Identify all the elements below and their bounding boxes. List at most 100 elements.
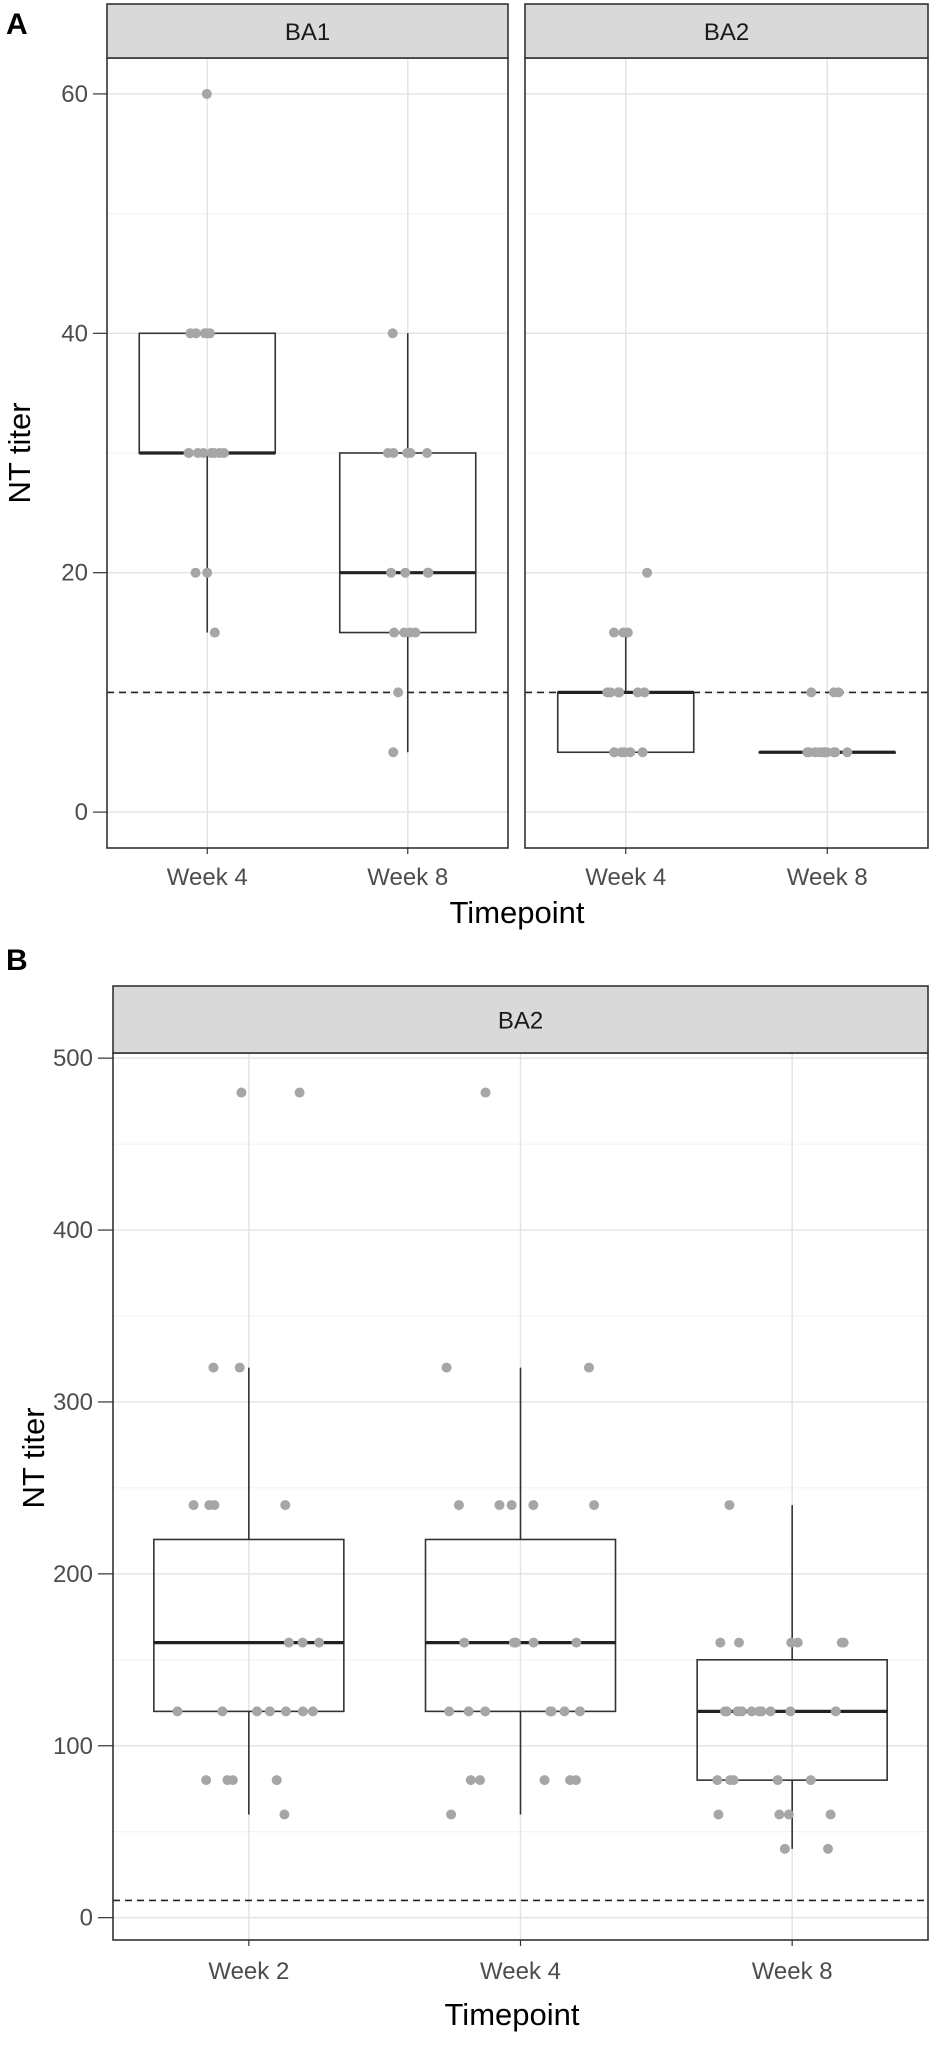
- data-point: [217, 1706, 228, 1717]
- data-point: [728, 1775, 739, 1786]
- y-axis-title: NT titer: [16, 1407, 51, 1508]
- data-point: [736, 1706, 747, 1717]
- box-week-4: [138, 88, 277, 638]
- data-point: [279, 1809, 290, 1820]
- data-point: [234, 1362, 245, 1373]
- data-point: [765, 1706, 776, 1717]
- data-point: [453, 1500, 464, 1511]
- data-point: [616, 747, 627, 758]
- data-point: [202, 567, 213, 578]
- data-point: [528, 1500, 539, 1511]
- data-point: [252, 1706, 263, 1717]
- box-iqr: [424, 1538, 617, 1713]
- data-point: [388, 747, 399, 758]
- panel-letter: B: [6, 944, 28, 977]
- data-point: [307, 1706, 318, 1717]
- y-tick-label: 0: [75, 799, 88, 826]
- chart-panel-b: B 0 100 200 300 400 500 Week 2 Week 4 Week 8 BA2 Ti…: [6, 944, 929, 2032]
- y-tick-label: 40: [61, 320, 88, 347]
- facet-strip: [524, 3, 929, 59]
- y-tick-label: 60: [61, 81, 88, 108]
- panel-letter: A: [6, 8, 28, 41]
- data-point: [506, 1500, 517, 1511]
- data-point: [190, 567, 201, 578]
- x-axis-title: Timepoint: [445, 1997, 580, 2032]
- data-point: [201, 1775, 212, 1786]
- y-tick-label: 100: [53, 1733, 93, 1760]
- x-tick-label: Week 4: [167, 864, 248, 891]
- data-point: [786, 1637, 797, 1648]
- data-point: [713, 1809, 724, 1820]
- data-point: [756, 1706, 767, 1717]
- y-tick-label: 200: [53, 1561, 93, 1588]
- data-point: [842, 747, 853, 758]
- x-tick-label: Week 8: [787, 864, 868, 891]
- facet-strip: [112, 985, 929, 1054]
- data-point: [545, 1706, 556, 1717]
- data-point: [608, 627, 619, 638]
- data-point: [297, 1706, 308, 1717]
- data-point: [565, 1775, 576, 1786]
- box-week-8: [696, 1500, 888, 1854]
- data-point: [622, 627, 633, 638]
- data-point: [774, 1809, 785, 1820]
- data-point: [280, 1706, 291, 1717]
- data-point: [294, 1087, 305, 1098]
- data-point: [422, 448, 433, 458]
- data-point: [746, 1706, 757, 1717]
- data-point: [734, 1637, 745, 1648]
- data-point: [297, 1637, 308, 1648]
- data-point: [637, 747, 648, 758]
- data-point: [227, 1775, 238, 1786]
- data-point: [785, 1706, 796, 1717]
- data-point: [314, 1637, 325, 1648]
- data-point: [828, 687, 839, 698]
- y-tick-label: 300: [53, 1389, 93, 1416]
- data-point: [402, 448, 413, 458]
- facet-ba1: Week 4 Week 8 BA1: [106, 3, 509, 891]
- data-point: [802, 747, 813, 758]
- data-point: [410, 627, 421, 638]
- data-point: [192, 448, 203, 458]
- data-point: [280, 1500, 291, 1511]
- data-point: [283, 1637, 294, 1648]
- data-point: [571, 1637, 582, 1648]
- data-point: [209, 627, 220, 638]
- data-point: [236, 1087, 247, 1098]
- data-point: [400, 567, 411, 578]
- data-point: [625, 747, 636, 758]
- box-week-8: [758, 687, 897, 758]
- y-tick-label: 20: [61, 560, 88, 587]
- box-week-2: [153, 1087, 345, 1820]
- facet-strip-label: BA2: [704, 19, 749, 46]
- y-axis-title: NT titer: [2, 402, 37, 503]
- data-point: [712, 1775, 723, 1786]
- data-point: [806, 687, 817, 698]
- data-point: [830, 1706, 841, 1717]
- data-point: [559, 1706, 570, 1717]
- box-iqr: [153, 1538, 345, 1713]
- data-point: [779, 1843, 790, 1854]
- facet-ba2: Week 4 Week 8 BA2: [524, 3, 929, 891]
- data-point: [825, 1809, 836, 1820]
- box-iqr: [696, 1659, 888, 1781]
- data-point: [386, 567, 397, 578]
- facet-strip-label: BA1: [285, 19, 330, 46]
- data-point: [480, 1087, 491, 1098]
- data-point: [201, 88, 212, 99]
- data-point: [444, 1706, 455, 1717]
- data-point: [822, 1843, 833, 1854]
- data-point: [463, 1706, 474, 1717]
- data-point: [387, 328, 398, 339]
- data-point: [474, 1775, 485, 1786]
- data-point: [805, 1775, 816, 1786]
- data-point: [642, 567, 653, 578]
- data-point: [264, 1706, 275, 1717]
- data-point: [528, 1637, 539, 1648]
- data-point: [574, 1706, 585, 1717]
- data-point: [422, 567, 433, 578]
- x-tick-label: Week 2: [208, 1958, 289, 1985]
- data-point: [271, 1775, 282, 1786]
- chart-panel-a: A 0 20 40 60 Week 4 Week 8 BA1 Week 4 Week 8 BA2 Ti…: [2, 3, 929, 930]
